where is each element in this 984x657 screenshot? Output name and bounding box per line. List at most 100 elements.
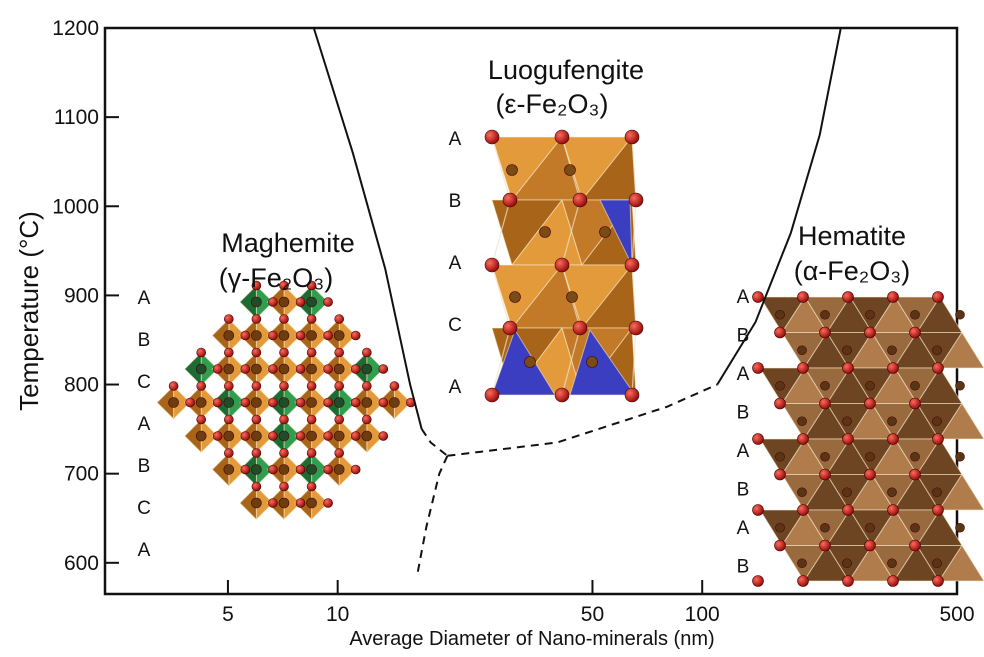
iron-atom — [333, 464, 345, 475]
oxygen-atom — [306, 414, 317, 425]
iron-atom — [333, 397, 345, 408]
oxygen-atom — [268, 397, 278, 408]
octahedron-face — [938, 331, 984, 369]
oxygen-atom — [378, 364, 389, 374]
oxygen-atom — [389, 381, 400, 391]
oxygen-atom — [212, 431, 223, 441]
stacking-label: B — [737, 326, 750, 347]
hematite-name: Hematite — [798, 221, 906, 251]
oxygen-atom — [484, 387, 500, 403]
iron-atom — [251, 330, 262, 341]
oxygen-atom — [268, 364, 278, 374]
iron-atom — [509, 291, 521, 303]
stacking-label: C — [137, 372, 151, 393]
iron-atom — [223, 464, 235, 475]
bond — [631, 264, 637, 329]
oxygen-atom — [350, 364, 361, 374]
octahedron-face — [938, 473, 984, 511]
iron-atom — [564, 164, 576, 176]
oxygen-atom — [842, 362, 854, 374]
iron-atom — [306, 397, 317, 408]
iron-atom — [278, 430, 290, 442]
stacking-label: A — [449, 253, 462, 274]
oxygen-atom — [361, 381, 372, 391]
oxygen-atom — [752, 362, 764, 374]
oxygen-atom — [323, 498, 333, 508]
x-tick-label: 5 — [222, 603, 234, 626]
iron-atom — [251, 296, 262, 308]
iron-atom — [251, 363, 262, 375]
iron-atom — [278, 363, 290, 375]
oxygen-atom — [624, 257, 640, 273]
oxygen-atom — [361, 347, 372, 358]
iron-atom — [195, 397, 207, 408]
luogufengite-annotation: Luogufengite (ε-Fe₂O₃) — [488, 55, 644, 119]
oxygen-atom — [797, 575, 809, 587]
oxygen-atom — [819, 539, 831, 552]
iron-atom — [278, 497, 290, 509]
y-tick-label: 600 — [64, 552, 99, 575]
iron-atom — [820, 522, 830, 533]
iron-atom — [887, 416, 897, 427]
stacking-label: B — [138, 456, 151, 477]
x-axis-title: Average Diameter of Nano-minerals (nm) — [349, 628, 714, 650]
oxygen-atom — [864, 397, 876, 410]
iron-atom — [223, 397, 235, 408]
iron-atom — [306, 363, 317, 375]
iron-atom — [333, 330, 345, 341]
iron-atom — [865, 380, 875, 391]
oxygen-atom — [295, 431, 306, 441]
oxygen-atom — [306, 347, 317, 358]
boundary-line-dashed — [416, 455, 449, 577]
iron-atom — [168, 397, 179, 408]
oxygen-atom — [279, 314, 289, 324]
iron-atom — [842, 416, 852, 427]
oxygen-atom — [819, 397, 831, 410]
iron-atom — [932, 345, 942, 356]
oxygen-atom — [323, 297, 333, 307]
oxygen-atom — [268, 330, 278, 341]
oxygen-atom — [240, 397, 251, 408]
iron-atom — [797, 345, 807, 356]
x-tick-label: 500 — [939, 603, 974, 626]
hematite-formula: (α-Fe₂O₃) — [794, 256, 911, 286]
oxygen-atom — [323, 431, 333, 441]
oxygen-atom — [819, 468, 831, 481]
oxygen-atom — [774, 397, 786, 410]
x-axis: 5 10 50 100 500 — [222, 580, 975, 626]
oxygen-atom — [306, 448, 317, 458]
iron-atom — [910, 451, 920, 462]
oxygen-atom — [240, 431, 251, 441]
oxygen-atom — [306, 314, 317, 324]
iron-atom — [251, 397, 262, 408]
oxygen-atom — [224, 448, 234, 458]
bond — [491, 264, 511, 329]
oxygen-atom — [251, 381, 262, 391]
iron-atom — [775, 522, 785, 533]
maghemite-annotation: Maghemite (γ-Fe₂O₃) — [219, 228, 355, 293]
y-tick-label: 700 — [64, 463, 99, 486]
oxygen-atom — [323, 397, 333, 408]
oxygen-atom — [334, 448, 345, 458]
iron-atom — [223, 330, 235, 341]
iron-atom — [195, 363, 207, 375]
oxygen-atom — [887, 575, 899, 587]
iron-atom — [306, 464, 317, 475]
oxygen-atom — [502, 320, 518, 336]
oxygen-atom — [932, 504, 944, 516]
maghemite-name: Maghemite — [221, 228, 355, 258]
oxygen-atom — [572, 192, 588, 208]
oxygen-atom — [251, 280, 262, 291]
stacking-label: A — [449, 129, 462, 150]
stacking-label: A — [138, 414, 151, 435]
iron-atom — [524, 356, 536, 368]
maghemite-structure — [156, 280, 416, 521]
oxygen-atom — [484, 129, 500, 145]
iron-atom — [599, 226, 611, 238]
oxygen-atom — [168, 381, 179, 391]
oxygen-atom — [502, 192, 518, 208]
iron-atom — [278, 330, 290, 341]
oxygen-atom — [864, 468, 876, 481]
oxygen-atom — [251, 347, 262, 358]
stacking-label: A — [737, 441, 750, 462]
